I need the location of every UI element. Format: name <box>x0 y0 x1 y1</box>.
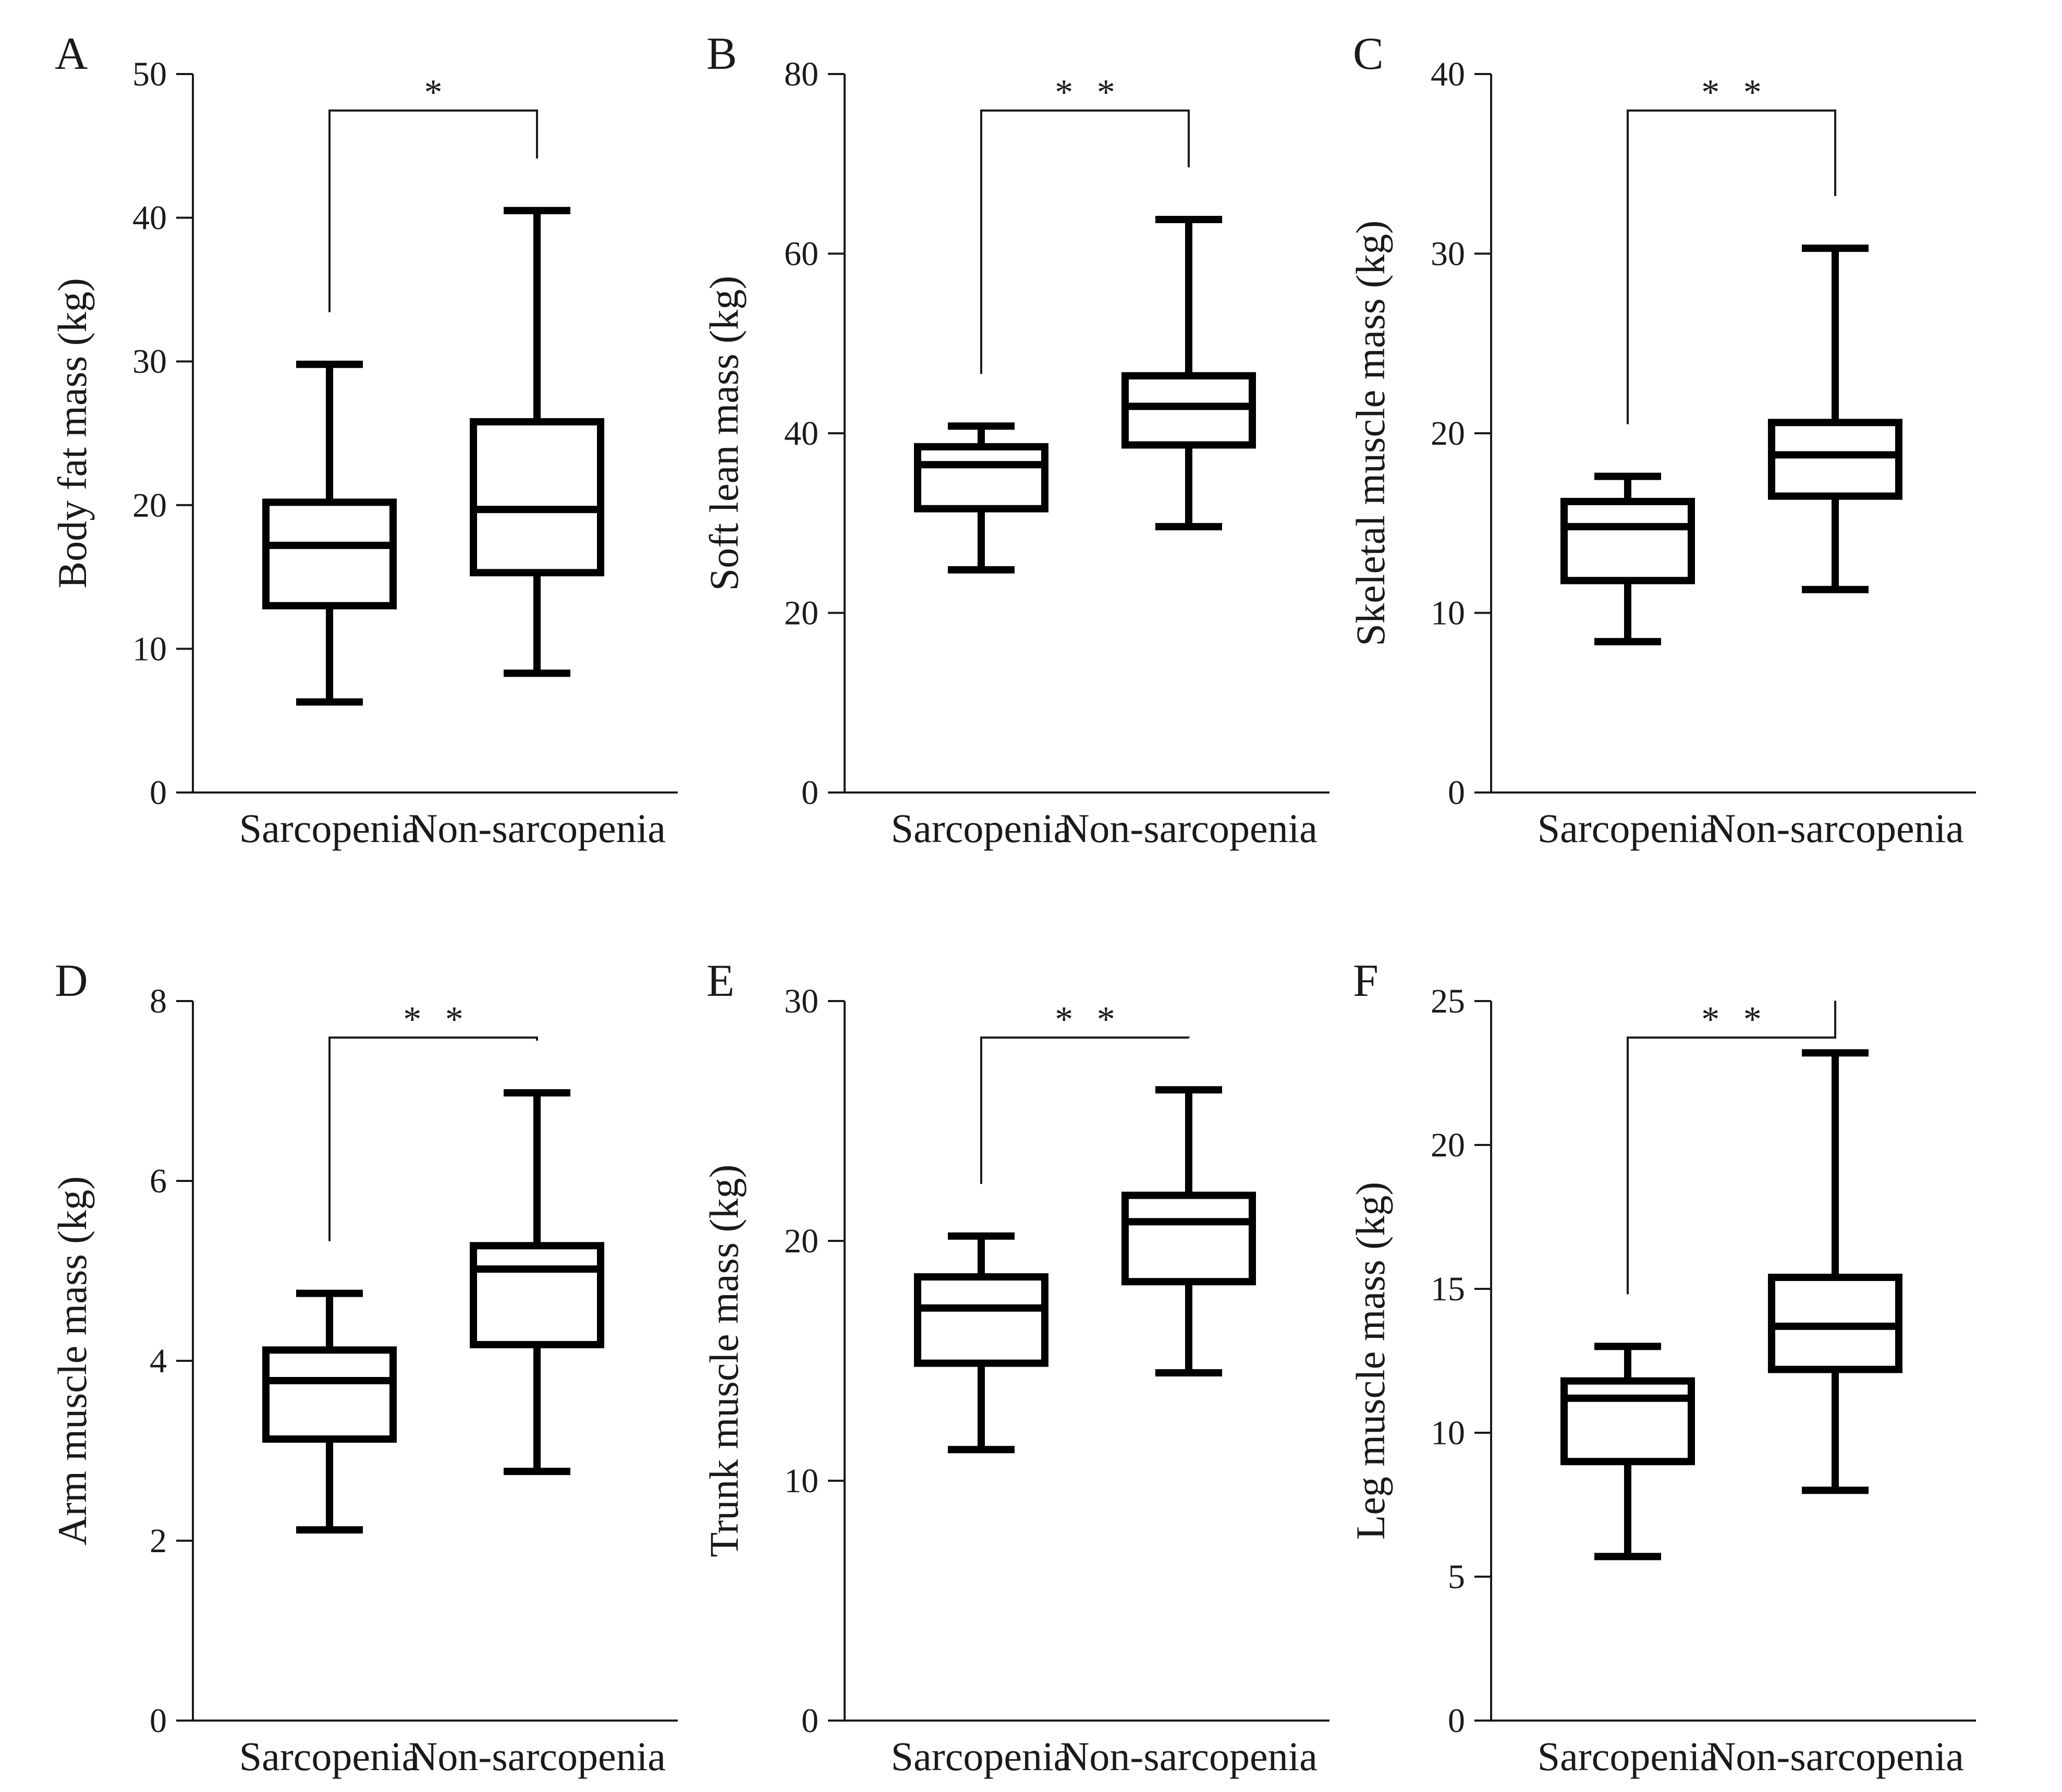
iqr-box <box>1560 497 1695 584</box>
y-tick-label: 50 <box>132 55 167 93</box>
y-tick-label: 4 <box>150 1342 167 1380</box>
y-tick-label: 20 <box>784 1222 819 1260</box>
x-category-label: Sarcopenia <box>239 806 420 851</box>
x-category-label: Sarcopenia <box>1538 1734 1718 1779</box>
y-tick-label: 10 <box>1431 1414 1465 1452</box>
x-category-label: Non-sarcopenia <box>408 806 666 851</box>
y-tick-label: 0 <box>150 774 167 812</box>
chart-panel-a: A 0 10 20 30 40 50 Body fat mass (kg) Sarcopenia… <box>50 29 678 851</box>
x-category-label: Sarcopenia <box>1538 806 1718 851</box>
iqr-box <box>262 1346 397 1443</box>
y-axis-label: Body fat mass (kg) <box>50 278 95 589</box>
y-tick-label: 20 <box>1431 1126 1465 1164</box>
y-tick-label: 10 <box>784 1462 819 1500</box>
chart-panel-f: F 0 5 10 15 20 25 Leg muscle mass (kg) Sarcopeni… <box>1348 956 1976 1779</box>
chart-panel-b: B 0 20 40 60 80 Soft lean mass (kg) SarcopeniaN… <box>701 29 1329 851</box>
significance-bracket <box>1627 109 1836 424</box>
iqr-box <box>1121 1191 1256 1286</box>
y-tick-label: 40 <box>132 199 167 237</box>
y-axis-label: Leg muscle mass (kg) <box>1348 1182 1393 1540</box>
y-tick-label: 60 <box>784 235 819 273</box>
significance-label: * * <box>1055 72 1122 113</box>
y-tick-label: 25 <box>1431 982 1465 1020</box>
y-tick-label: 10 <box>1431 594 1465 632</box>
y-tick-label: 30 <box>784 982 819 1020</box>
significance-bracket <box>980 109 1190 374</box>
panel-letter: B <box>706 29 737 79</box>
y-tick-label: 0 <box>1448 774 1465 812</box>
y-tick-label: 0 <box>801 774 819 812</box>
significance-bracket <box>1627 1001 1836 1295</box>
panel-letter: F <box>1353 956 1378 1006</box>
y-tick-label: 6 <box>150 1162 167 1200</box>
y-tick-label: 8 <box>150 982 167 1020</box>
y-tick-label: 20 <box>784 594 819 632</box>
panel-letter: D <box>55 956 88 1006</box>
x-category-label: Non-sarcopenia <box>408 1734 666 1779</box>
iqr-box <box>470 1242 604 1348</box>
y-tick-label: 20 <box>1431 415 1465 453</box>
iqr-box <box>1768 419 1902 500</box>
y-tick-label: 15 <box>1431 1270 1465 1308</box>
x-category-label: Non-sarcopenia <box>1060 1734 1317 1779</box>
significance-label: * * <box>1701 72 1769 113</box>
y-tick-label: 0 <box>150 1702 167 1740</box>
iqr-box <box>914 1273 1048 1367</box>
x-category-label: Sarcopenia <box>891 806 1072 851</box>
y-tick-label: 5 <box>1448 1558 1465 1596</box>
y-axis-label: Soft lean mass (kg) <box>701 276 747 591</box>
y-tick-label: 20 <box>132 486 167 525</box>
significance-label: * * <box>403 999 471 1040</box>
iqr-box <box>1121 372 1256 449</box>
y-axis-label: Trunk muscle mass (kg) <box>701 1164 747 1557</box>
y-tick-label: 2 <box>150 1522 167 1560</box>
significance-label: * * <box>1055 999 1122 1040</box>
y-tick-label: 0 <box>801 1702 819 1740</box>
x-category-label: Non-sarcopenia <box>1060 806 1317 851</box>
x-category-label: Non-sarcopenia <box>1706 1734 1964 1779</box>
y-tick-label: 0 <box>1448 1702 1465 1740</box>
panel-letter: A <box>55 29 88 79</box>
chart-panel-d: D 0 2 4 6 8 Arm muscle mass (kg) SarcopeniaNon-… <box>50 956 678 1779</box>
iqr-box <box>914 443 1048 513</box>
x-category-label: Sarcopenia <box>891 1734 1072 1779</box>
significance-bracket <box>328 1037 538 1241</box>
y-tick-label: 40 <box>1431 55 1465 93</box>
iqr-box <box>470 418 604 577</box>
significance-label: * <box>424 72 450 113</box>
y-axis-label: Skeletal muscle mass (kg) <box>1348 221 1393 647</box>
iqr-box <box>1560 1377 1695 1466</box>
y-tick-label: 40 <box>784 415 819 453</box>
y-tick-label: 10 <box>132 630 167 668</box>
x-category-label: Sarcopenia <box>239 1734 420 1779</box>
chart-panel-c: C 0 10 20 30 40 Skeletal muscle mass (kg) Sarco… <box>1348 29 1976 851</box>
y-tick-label: 30 <box>132 343 167 381</box>
chart-panel-e: E 0 10 20 30 Trunk muscle mass (kg) Sarcopenia… <box>701 956 1329 1779</box>
significance-bracket <box>980 1037 1190 1184</box>
iqr-box <box>262 498 397 609</box>
significance-bracket <box>328 109 538 312</box>
panel-letter: C <box>1353 29 1384 79</box>
y-tick-label: 30 <box>1431 235 1465 273</box>
panel-letter: E <box>706 956 735 1006</box>
significance-label: * * <box>1701 999 1769 1040</box>
x-category-label: Non-sarcopenia <box>1706 806 1964 851</box>
y-axis-label: Arm muscle mass (kg) <box>50 1176 95 1545</box>
y-tick-label: 80 <box>784 55 819 93</box>
